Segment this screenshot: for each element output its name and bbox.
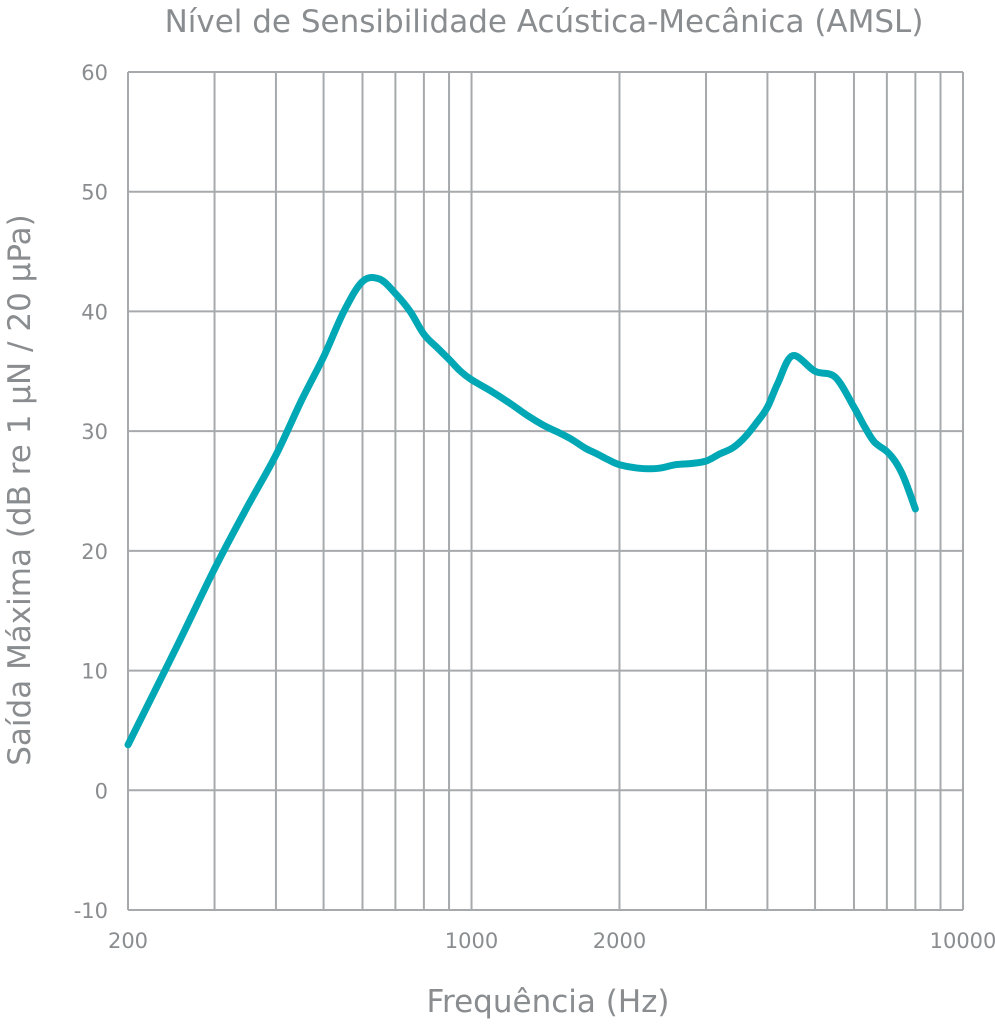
- y-tick-label: 10: [81, 660, 108, 684]
- y-tick-label: 40: [81, 300, 108, 324]
- x-tick-label: 2000: [593, 929, 646, 953]
- y-tick-label: 0: [95, 779, 108, 803]
- y-axis-ticks: -10 0 10 20 30 40 50 60: [74, 61, 108, 923]
- series-line-amsl: [124, 274, 919, 749]
- y-tick-label: 30: [81, 420, 108, 444]
- y-tick-label: 60: [81, 61, 108, 85]
- grid: [127, 71, 964, 911]
- x-tick-label: 200: [108, 929, 148, 953]
- y-tick-label: 50: [81, 181, 108, 205]
- y-axis-title: Saída Máxima (dB re 1 μN / 20 μPa): [2, 214, 38, 766]
- x-axis-title: Frequência (Hz): [426, 984, 669, 1020]
- chart-title: Nível de Sensibilidade Acústica-Mecânica…: [165, 4, 924, 40]
- x-tick-label: 10000: [930, 929, 995, 953]
- y-tick-label: 20: [81, 540, 108, 564]
- x-axis-ticks: 200 1000 2000 10000: [108, 929, 995, 953]
- y-tick-label: -10: [74, 899, 108, 923]
- x-tick-label: 1000: [445, 929, 498, 953]
